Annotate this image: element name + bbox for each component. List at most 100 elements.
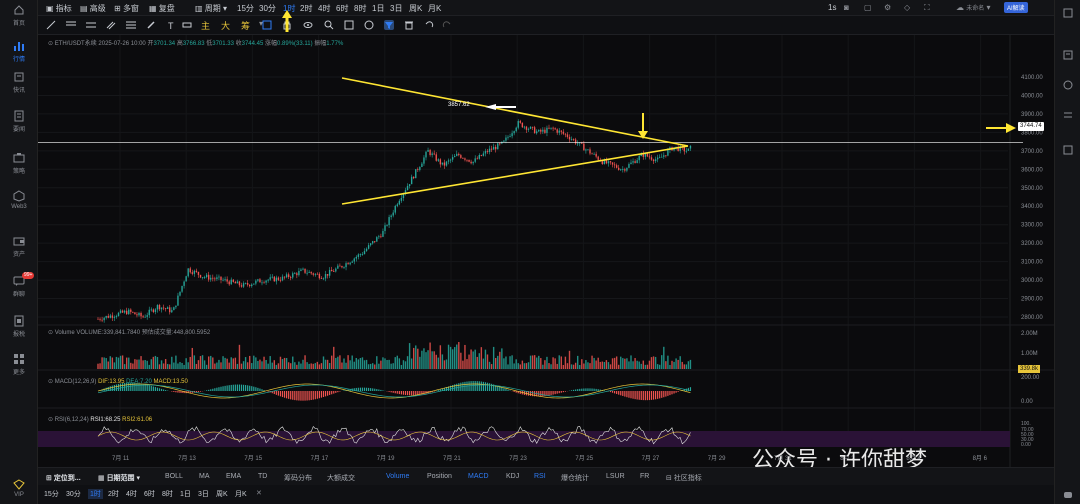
- tab-volume[interactable]: Volume: [386, 473, 410, 480]
- tab-td[interactable]: TD: [258, 473, 268, 480]
- interval-8h[interactable]: 8时: [354, 4, 367, 13]
- date-range-button[interactable]: ▦ 日期范围 ▾: [98, 475, 141, 482]
- ruler-tool-icon[interactable]: [182, 20, 192, 30]
- indicator-tab-bar: ⊞ 定位到... ▦ 日期范围 ▾ BOLL MA EMA TD 筹码分布 大额…: [38, 467, 1054, 485]
- hline-tool-icon[interactable]: [66, 20, 76, 30]
- nav-strategy[interactable]: 策略: [0, 152, 38, 175]
- large-order-tool[interactable]: 大: [221, 21, 231, 31]
- interval-15m[interactable]: 15分: [237, 4, 254, 13]
- eye-toggle-icon[interactable]: ⊙: [48, 41, 54, 47]
- locate-button[interactable]: ⊞ 定位到...: [46, 475, 81, 482]
- interval-month[interactable]: 月K: [428, 4, 442, 13]
- tab-position[interactable]: Position: [427, 473, 452, 480]
- fullscreen-icon[interactable]: ⛶: [924, 3, 930, 12]
- period-button[interactable]: ▥ 周期 ▾: [195, 4, 228, 13]
- kline-chart[interactable]: 4100.00 4000.00 3900.00 3800.00 3700.00 3600.…: [38, 35, 1054, 467]
- shape-icon[interactable]: [364, 20, 374, 30]
- alarm-icon[interactable]: [1063, 80, 1073, 90]
- bottom-interval-6h[interactable]: 6时: [144, 491, 155, 498]
- seconds-interval[interactable]: 1s: [828, 3, 837, 12]
- bottom-interval-1h[interactable]: 1时: [88, 489, 103, 499]
- tab-community[interactable]: ⊟ 社区指标: [666, 475, 702, 482]
- replay-button[interactable]: ▦ 复盘: [149, 4, 175, 13]
- brush-tool-icon[interactable]: [146, 20, 156, 30]
- nav-headlines[interactable]: 要闻: [0, 110, 38, 133]
- eye-toggle-icon[interactable]: ⊙: [48, 330, 54, 336]
- chat-support-icon[interactable]: [1063, 490, 1073, 500]
- chip-tool[interactable]: 筹: [241, 21, 251, 31]
- text-tool-icon[interactable]: T: [166, 20, 176, 30]
- cloud-icon[interactable]: ☁ 未命名 ▾: [956, 3, 991, 12]
- dropdown-chevron-icon[interactable]: ▾: [259, 19, 264, 28]
- calc-icon[interactable]: [1063, 145, 1073, 155]
- bottom-interval-week[interactable]: 周K: [216, 491, 228, 498]
- tab-ema[interactable]: EMA: [226, 473, 242, 480]
- multi-window-button[interactable]: ⊞ 多窗: [114, 4, 139, 13]
- redo-icon[interactable]: [442, 20, 452, 30]
- bottom-interval-8h[interactable]: 8时: [162, 491, 173, 498]
- nav-tax[interactable]: 报税: [0, 315, 38, 338]
- parallel-tool-icon[interactable]: [106, 20, 116, 30]
- eye-icon[interactable]: [303, 20, 313, 30]
- bottom-interval-3d[interactable]: 3日: [198, 491, 209, 498]
- tab-chip-distribution[interactable]: 筹码分布: [284, 475, 312, 482]
- volume-bar: [492, 346, 495, 369]
- nav-assets[interactable]: 资产: [0, 235, 38, 258]
- tab-ma[interactable]: MA: [199, 473, 210, 480]
- cube-icon[interactable]: ◇: [904, 3, 911, 12]
- interval-3d[interactable]: 3日: [390, 4, 403, 13]
- fib-tool-icon[interactable]: [126, 20, 136, 30]
- chart-bar-icon: [14, 42, 24, 51]
- bottom-interval-15m[interactable]: 15分: [44, 491, 59, 498]
- trash-icon[interactable]: [404, 20, 414, 30]
- interval-2h[interactable]: 2时: [300, 4, 313, 13]
- nav-more[interactable]: 更多: [0, 353, 38, 376]
- bottom-interval-2h[interactable]: 2时: [108, 491, 119, 498]
- tab-liquidation[interactable]: 爆仓统计: [561, 475, 589, 482]
- nav-home[interactable]: 首页: [0, 4, 38, 27]
- main-force-tool[interactable]: 主: [201, 21, 211, 31]
- tab-lsur[interactable]: LSUR: [606, 473, 625, 480]
- bottom-interval-4h[interactable]: 4时: [126, 491, 137, 498]
- nav-groupchat[interactable]: 99+ 群聊: [0, 272, 38, 298]
- bottom-interval-30m[interactable]: 30分: [66, 491, 81, 498]
- indicator-button[interactable]: ▣ 指标: [46, 4, 72, 13]
- line-tool-icon[interactable]: [46, 20, 56, 30]
- settings-icon[interactable]: ⚙: [884, 3, 892, 12]
- magnet-icon[interactable]: [262, 20, 272, 30]
- tab-macd[interactable]: MACD: [468, 473, 489, 480]
- tab-boll[interactable]: BOLL: [165, 473, 183, 480]
- menu-icon[interactable]: [1063, 8, 1073, 18]
- bottom-interval-month[interactable]: 月K: [235, 491, 247, 498]
- ai-interpret-button[interactable]: AI解读: [1004, 2, 1028, 13]
- nav-flash[interactable]: 快讯: [0, 71, 38, 94]
- interval-week[interactable]: 周K: [409, 4, 423, 13]
- undo-icon[interactable]: [424, 20, 434, 30]
- nav-market[interactable]: 行情: [0, 40, 38, 63]
- orderbook-icon[interactable]: [1063, 110, 1073, 120]
- interval-30m[interactable]: 30分: [259, 4, 276, 13]
- nav-vip[interactable]: VIP: [0, 478, 38, 498]
- zoom-icon[interactable]: [324, 20, 334, 30]
- nav-web3[interactable]: Web3: [0, 190, 38, 210]
- interval-4h[interactable]: 4时: [318, 4, 331, 13]
- macd-histogram-bar: [181, 391, 183, 394]
- eye-toggle-icon[interactable]: ⊙: [48, 417, 54, 423]
- tab-fr[interactable]: FR: [640, 473, 650, 480]
- tab-large-trades[interactable]: 大额成交: [327, 475, 355, 482]
- eye-toggle-icon[interactable]: ⊙: [48, 379, 54, 385]
- layout-icon[interactable]: ▢: [864, 3, 872, 12]
- advanced-button[interactable]: ▤ 高级: [80, 4, 106, 13]
- watchlist-icon[interactable]: [1063, 50, 1073, 60]
- close-icon[interactable]: ✕: [256, 490, 262, 497]
- camera-icon[interactable]: ◙: [844, 3, 849, 12]
- interval-1d[interactable]: 1日: [372, 4, 385, 13]
- tab-kdj[interactable]: KDJ: [506, 473, 520, 480]
- layers-icon[interactable]: [344, 20, 354, 30]
- interval-6h[interactable]: 6时: [336, 4, 349, 13]
- filter-icon[interactable]: [384, 20, 394, 30]
- interval-1h[interactable]: 1时: [283, 4, 296, 13]
- bottom-interval-1d[interactable]: 1日: [180, 491, 191, 498]
- channel-tool-icon[interactable]: [86, 20, 96, 30]
- tab-rsi[interactable]: RSI: [534, 473, 546, 480]
